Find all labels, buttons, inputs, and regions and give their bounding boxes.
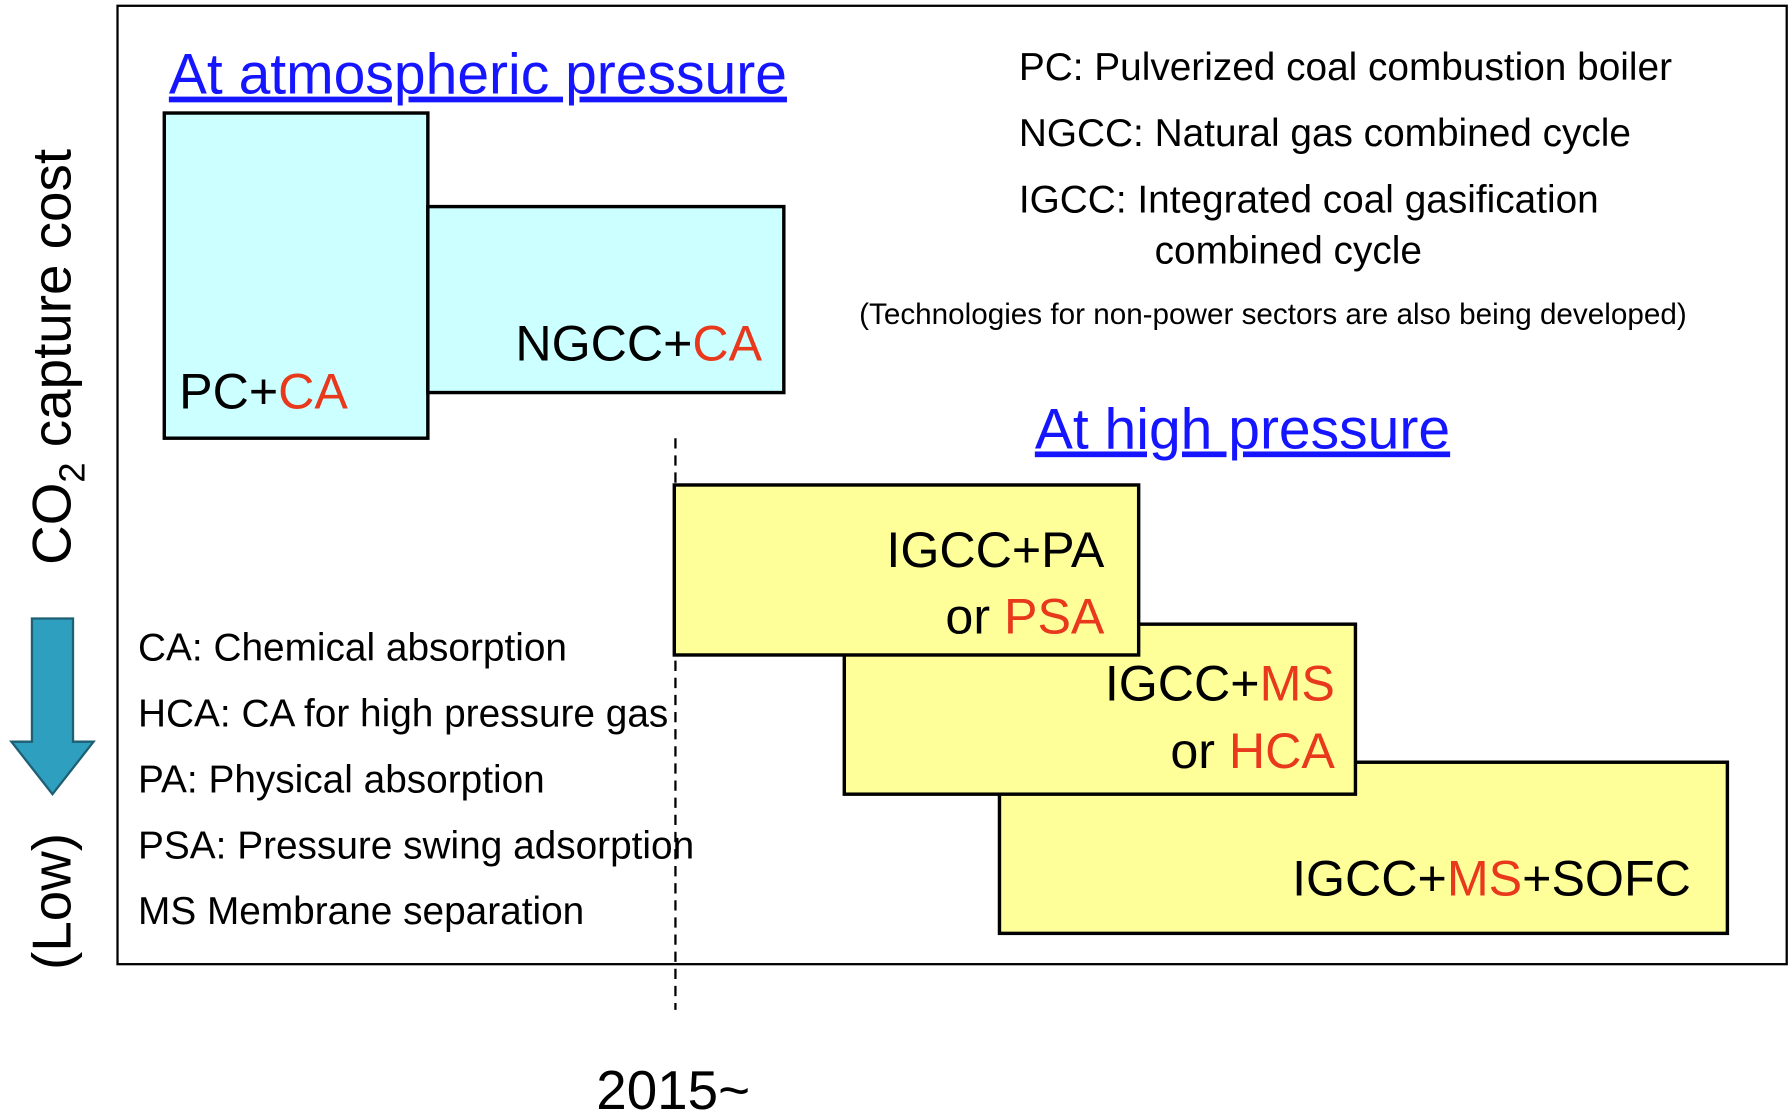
tech-box: IGCC+PA or PSA — [672, 483, 1141, 657]
box-label-part: IGCC+ — [1105, 656, 1260, 712]
definition: PA: Physical absorption — [138, 758, 545, 801]
down-arrow — [9, 617, 96, 797]
box-label: IGCC+MS — [1105, 656, 1335, 712]
section-title: At high pressure — [1035, 397, 1450, 461]
legend-item: PC: Pulverized coal combustion boiler — [1019, 46, 1672, 89]
definition: PSA: Pressure swing adsorption — [138, 824, 694, 867]
legend-item: NGCC: Natural gas combined cycle — [1019, 112, 1631, 155]
box-label: PC+CA — [179, 364, 348, 420]
box-label: IGCC+PA — [886, 522, 1105, 578]
box-label-part: IGCC+ — [1292, 851, 1447, 907]
tech-box: IGCC+MS+SOFC — [997, 760, 1730, 936]
box-label-part: NGCC+ — [515, 316, 692, 372]
definition: MS Membrane separation — [138, 890, 584, 933]
section-title: At atmospheric pressure — [169, 43, 787, 107]
box-label-part: PC+ — [179, 364, 278, 420]
box-label-part: CA — [692, 316, 762, 372]
box-label-part: +SOFC — [1522, 851, 1691, 907]
box-fill — [672, 483, 1141, 657]
box-label-part: or — [1170, 723, 1229, 779]
box-fill — [997, 760, 1730, 936]
y-axis-label-part: capture cost — [21, 149, 83, 462]
box-label: IGCC+MS+SOFC — [1292, 851, 1691, 907]
box-label-part: IGCC+PA — [886, 522, 1105, 578]
box-label-part: CA — [278, 364, 348, 420]
x-axis-label: 2015~ — [596, 1059, 750, 1116]
box-fill — [426, 204, 786, 395]
note: (Technologies for non-power sectors are … — [859, 298, 1687, 331]
tech-box: PC+CA — [162, 111, 430, 440]
y-axis-low: (Low) — [21, 833, 83, 970]
definitions: CA: Chemical absorption HCA: CA for high … — [138, 627, 694, 934]
box-label: or PSA — [945, 588, 1105, 644]
y-axis-label-group: CO2 capture cost — [21, 149, 93, 565]
y-axis-label: CO2 capture cost — [21, 149, 93, 565]
y-axis-label-part: CO — [21, 483, 83, 565]
y-axis-label-part: 2 — [51, 462, 92, 482]
box-label-part: or — [945, 588, 1004, 644]
box-label-part: MS — [1260, 656, 1335, 712]
box-label: or HCA — [1170, 723, 1335, 779]
box-label-part: MS — [1447, 851, 1522, 907]
legend-item: combined cycle — [1155, 230, 1422, 273]
box-label: NGCC+CA — [515, 316, 762, 372]
tech-box: NGCC+CA — [426, 204, 786, 395]
legend-item: IGCC: Integrated coal gasification — [1019, 178, 1599, 221]
box-label-part: HCA — [1229, 723, 1335, 779]
definition: HCA: CA for high pressure gas — [138, 693, 668, 736]
definition: CA: Chemical absorption — [138, 627, 567, 670]
frame — [116, 4, 1788, 966]
box-label-part: PSA — [1004, 588, 1105, 644]
